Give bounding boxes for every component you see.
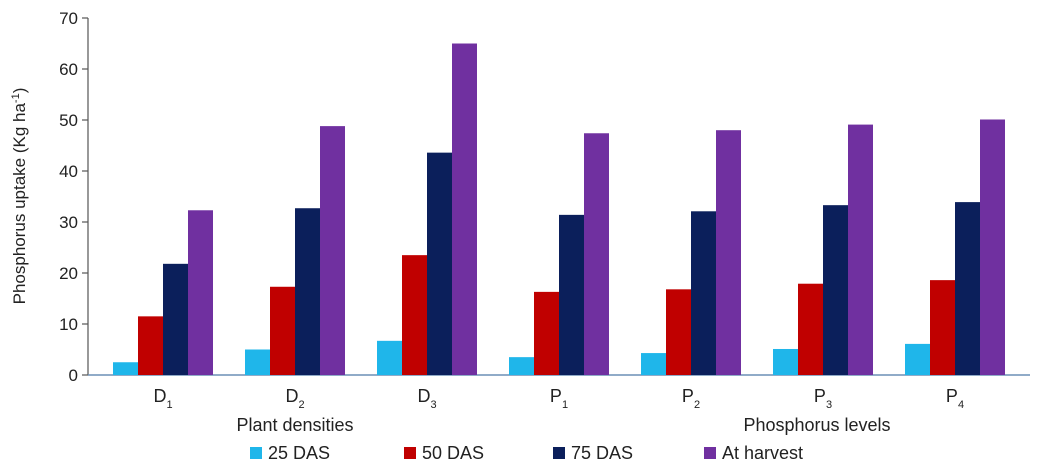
y-tick-label: 30 — [59, 213, 78, 232]
category-base: D — [153, 386, 166, 406]
y-tick-label: 10 — [59, 315, 78, 334]
x-category-label: D3 — [417, 386, 436, 411]
category-base: D — [417, 386, 430, 406]
bar — [641, 353, 666, 375]
bars — [113, 43, 1005, 376]
legend-label: 75 DAS — [571, 443, 633, 463]
x-category-label: D1 — [153, 386, 172, 411]
bar — [848, 124, 873, 375]
bar — [188, 210, 213, 375]
legend-label: At harvest — [722, 443, 803, 463]
group-label: Phosphorus levels — [743, 415, 890, 435]
bar — [773, 348, 798, 375]
y-tick-label: 60 — [59, 60, 78, 79]
category-base: P — [814, 386, 826, 406]
bar — [930, 280, 955, 375]
bar — [823, 205, 848, 375]
category-base: P — [946, 386, 958, 406]
bar — [138, 316, 163, 375]
bar — [402, 255, 427, 375]
category-base: P — [682, 386, 694, 406]
x-category-label: D2 — [285, 386, 304, 411]
category-subscript: 3 — [826, 399, 832, 411]
category-subscript: 3 — [430, 399, 436, 411]
legend-label: 25 DAS — [268, 443, 330, 463]
x-category-labels: D1 D2 D3 P1 P2 P3 P4 — [153, 386, 964, 411]
bar — [559, 214, 584, 375]
bar — [427, 152, 452, 375]
legend: 25 DAS 50 DAS 75 DAS At harvest — [250, 443, 803, 463]
y-tick-label: 70 — [59, 9, 78, 28]
category-subscript: 1 — [562, 399, 568, 411]
y-tick-label: 20 — [59, 264, 78, 283]
y-tick-label: 40 — [59, 162, 78, 181]
category-base: D — [285, 386, 298, 406]
category-subscript: 4 — [958, 399, 964, 411]
bar — [584, 133, 609, 375]
x-category-label: P3 — [814, 386, 832, 411]
y-tick-label: 50 — [59, 111, 78, 130]
bar — [716, 130, 741, 375]
x-category-label: P2 — [682, 386, 700, 411]
group-label: Plant densities — [236, 415, 353, 435]
category-base: P — [550, 386, 562, 406]
category-subscript: 1 — [166, 399, 172, 411]
bar — [534, 291, 559, 375]
group-labels: Plant densities Phosphorus levels — [236, 415, 890, 435]
bar — [377, 340, 402, 375]
y-axis-label-text: Phosphorus uptake (Kg ha — [10, 103, 29, 305]
y-axis-label-superscript: -1 — [10, 93, 22, 103]
bar — [666, 289, 691, 375]
bar — [270, 286, 295, 375]
legend-swatch — [250, 447, 262, 459]
bar — [691, 211, 716, 375]
legend-label: 50 DAS — [422, 443, 484, 463]
x-category-label: P1 — [550, 386, 568, 411]
bar — [955, 202, 980, 375]
bar — [980, 119, 1005, 376]
y-tick-label: 0 — [69, 366, 78, 385]
bar — [509, 357, 534, 375]
y-axis-label: Phosphorus uptake (Kg ha-1) — [10, 88, 29, 305]
bar — [163, 263, 188, 375]
bar — [245, 349, 270, 375]
bar — [452, 43, 477, 375]
legend-swatch — [404, 447, 416, 459]
x-category-label: P4 — [946, 386, 964, 411]
category-subscript: 2 — [694, 399, 700, 411]
bar — [798, 283, 823, 375]
bar — [905, 343, 930, 375]
bar — [295, 208, 320, 375]
y-axis-label-end: ) — [10, 88, 29, 94]
bar — [320, 126, 345, 376]
legend-swatch — [704, 447, 716, 459]
legend-swatch — [553, 447, 565, 459]
category-subscript: 2 — [298, 399, 304, 411]
bar — [113, 362, 138, 375]
y-ticks: 0 10 20 30 40 50 60 70 — [59, 9, 88, 385]
